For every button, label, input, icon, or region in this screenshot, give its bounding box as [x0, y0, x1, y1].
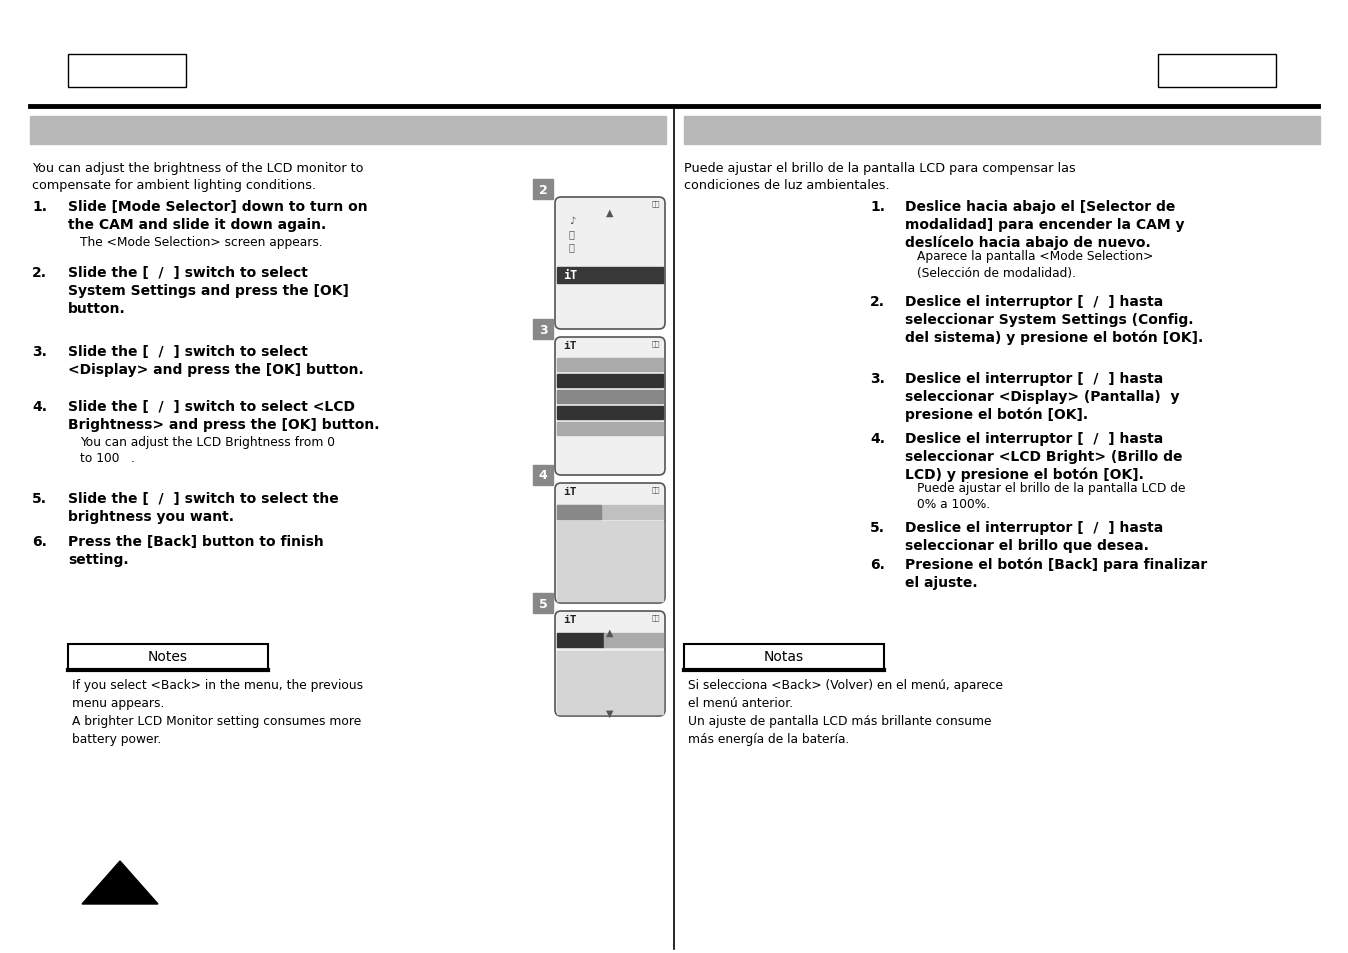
Text: Aparece la pantalla <Mode Selection>
(Selección de modalidad).: Aparece la pantalla <Mode Selection> (Se… — [917, 250, 1154, 279]
Text: Puede ajustar el brillo de la pantalla LCD para compensar las
condiciones de luz: Puede ajustar el brillo de la pantalla L… — [683, 162, 1076, 192]
Bar — [557, 358, 663, 372]
Text: You can adjust the brightness of the LCD monitor to
compensate for ambient light: You can adjust the brightness of the LCD… — [32, 162, 364, 192]
Bar — [532, 180, 553, 200]
Bar — [557, 422, 663, 436]
Bar — [683, 117, 1320, 145]
Bar — [557, 375, 663, 388]
Text: Slide the [  /  ] switch to select
<Display> and press the [OK] button.: Slide the [ / ] switch to select <Displa… — [67, 345, 364, 376]
Bar — [557, 407, 663, 419]
Text: Deslice el interruptor [  /  ] hasta
seleccionar System Settings (Config.
del si: Deslice el interruptor [ / ] hasta selec… — [905, 294, 1204, 345]
Text: ♪: ♪ — [569, 215, 576, 226]
Bar — [557, 391, 663, 403]
FancyBboxPatch shape — [555, 198, 665, 330]
Bar — [532, 465, 553, 485]
Text: iT: iT — [563, 486, 577, 497]
Text: 2.: 2. — [869, 294, 886, 309]
Text: 🔋📶: 🔋📶 — [651, 339, 661, 346]
Text: ▲: ▲ — [607, 208, 613, 218]
Text: Deslice el interruptor [  /  ] hasta
seleccionar el brillo que desea.: Deslice el interruptor [ / ] hasta selec… — [905, 520, 1163, 553]
Bar — [557, 634, 604, 647]
Text: Slide the [  /  ] switch to select <LCD
Brightness> and press the [OK] button.: Slide the [ / ] switch to select <LCD Br… — [67, 399, 380, 432]
Text: 🔋📶: 🔋📶 — [651, 485, 661, 492]
Text: 🔋📶: 🔋📶 — [651, 200, 661, 207]
Text: 1.: 1. — [32, 200, 47, 213]
Text: iT: iT — [563, 269, 577, 282]
Bar — [30, 117, 666, 145]
Bar — [67, 55, 186, 88]
Bar — [604, 634, 663, 647]
Text: Press the [Back] button to finish
setting.: Press the [Back] button to finish settin… — [67, 535, 324, 566]
Text: Notas: Notas — [764, 649, 803, 663]
Bar — [67, 644, 268, 670]
Polygon shape — [82, 862, 158, 904]
Text: 🖨: 🖨 — [569, 242, 574, 252]
Bar — [557, 268, 663, 284]
Text: 3.: 3. — [32, 345, 47, 358]
Text: Deslice el interruptor [  /  ] hasta
seleccionar <Display> (Pantalla)  y
presion: Deslice el interruptor [ / ] hasta selec… — [905, 372, 1180, 422]
Bar — [557, 651, 663, 714]
Text: Slide the [  /  ] switch to select
System Settings and press the [OK]
button.: Slide the [ / ] switch to select System … — [67, 266, 349, 315]
Text: 5.: 5. — [32, 492, 47, 505]
Text: 4: 4 — [539, 469, 547, 482]
Text: Deslice el interruptor [  /  ] hasta
seleccionar <LCD Bright> (Brillo de
LCD) y : Deslice el interruptor [ / ] hasta selec… — [905, 432, 1182, 482]
Text: If you select <Back> in the menu, the previous
menu appears.
A brighter LCD Moni: If you select <Back> in the menu, the pr… — [71, 679, 363, 745]
Text: Slide [Mode Selector] down to turn on
the CAM and slide it down again.: Slide [Mode Selector] down to turn on th… — [67, 200, 368, 232]
FancyBboxPatch shape — [555, 483, 665, 603]
Text: 5: 5 — [539, 597, 547, 610]
Text: 6.: 6. — [869, 558, 884, 572]
Bar — [1158, 55, 1277, 88]
Bar — [683, 644, 884, 670]
Text: ▲: ▲ — [607, 627, 613, 638]
Text: 2.: 2. — [32, 266, 47, 280]
Text: 4.: 4. — [32, 399, 47, 414]
Bar — [557, 521, 663, 601]
Text: Si selecciona <Back> (Volver) en el menú, aparece
el menú anterior.
Un ajuste de: Si selecciona <Back> (Volver) en el menú… — [687, 679, 1003, 745]
FancyBboxPatch shape — [555, 337, 665, 476]
Text: You can adjust the LCD Brightness from 0
to 100   .: You can adjust the LCD Brightness from 0… — [80, 436, 336, 465]
Text: 5.: 5. — [869, 520, 886, 535]
Text: Deslice hacia abajo el [Selector de
modalidad] para encender la CAM y
deslícelo : Deslice hacia abajo el [Selector de moda… — [905, 200, 1185, 250]
Bar — [532, 319, 553, 339]
Text: 4.: 4. — [869, 432, 886, 446]
Bar — [532, 594, 553, 614]
Text: 1.: 1. — [869, 200, 886, 213]
FancyBboxPatch shape — [555, 612, 665, 717]
Text: ▼: ▼ — [607, 708, 613, 719]
Text: Presione el botón [Back] para finalizar
el ajuste.: Presione el botón [Back] para finalizar … — [905, 558, 1208, 590]
Text: Slide the [  /  ] switch to select the
brightness you want.: Slide the [ / ] switch to select the bri… — [67, 492, 338, 523]
Text: iT: iT — [563, 340, 577, 351]
Bar — [557, 505, 663, 519]
Text: 🔋📶: 🔋📶 — [651, 614, 661, 620]
Text: 3.: 3. — [869, 372, 884, 386]
Text: 🎤: 🎤 — [569, 229, 574, 239]
Text: Notes: Notes — [148, 649, 187, 663]
Text: 3: 3 — [539, 323, 547, 336]
Bar — [557, 505, 601, 519]
Text: Puede ajustar el brillo de la pantalla LCD de
0% a 100%.: Puede ajustar el brillo de la pantalla L… — [917, 481, 1185, 511]
Text: The <Mode Selection> screen appears.: The <Mode Selection> screen appears. — [80, 235, 322, 249]
Text: iT: iT — [563, 615, 577, 624]
Text: 6.: 6. — [32, 535, 47, 548]
Text: 2: 2 — [539, 183, 547, 196]
